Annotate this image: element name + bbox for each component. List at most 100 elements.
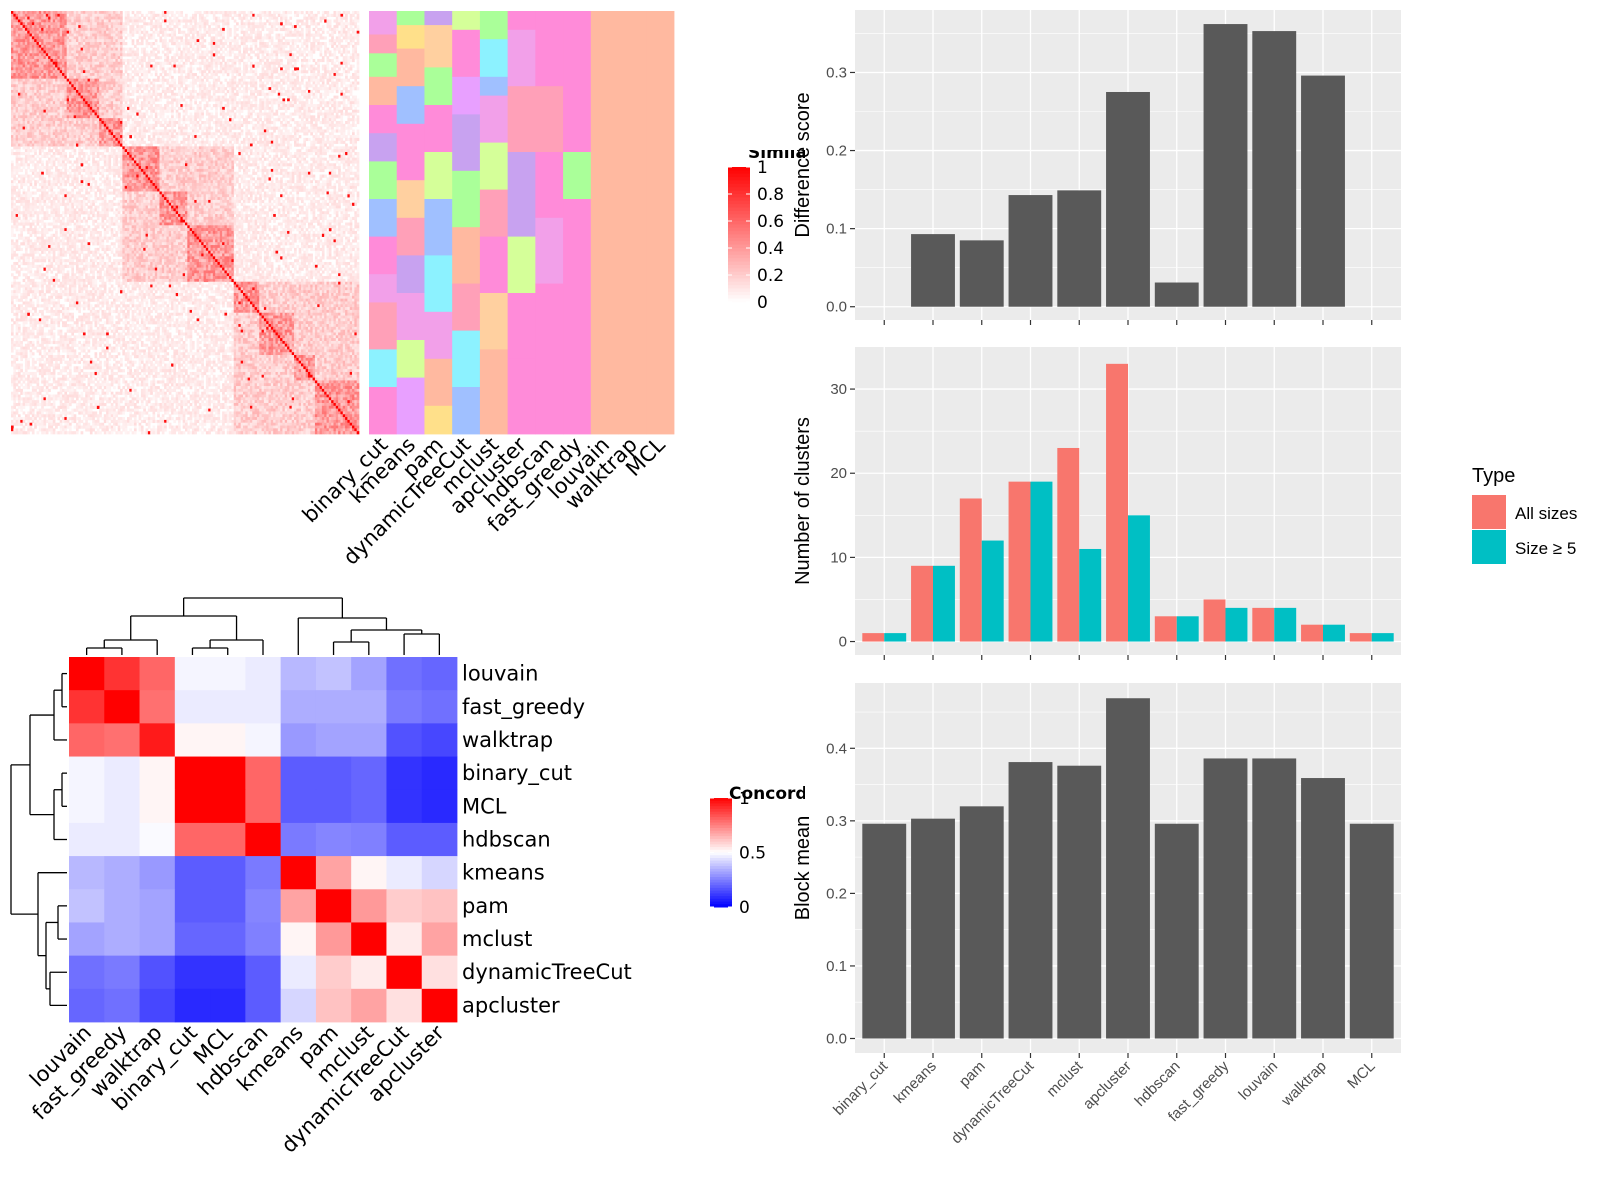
concordance-row-label: dynamicTreeCut bbox=[462, 960, 632, 984]
bar bbox=[1057, 190, 1102, 307]
bar bbox=[1301, 75, 1345, 307]
y-tick-label: 0.0 bbox=[826, 299, 847, 316]
bar bbox=[862, 823, 907, 1039]
x-tick-label: apcluster bbox=[1080, 1058, 1135, 1113]
x-tick-label: MCL bbox=[1344, 1058, 1378, 1092]
bar-size-ge5 bbox=[1323, 624, 1345, 642]
x-tick-label: kmeans bbox=[891, 1058, 940, 1107]
type-legend-key-all-sizes bbox=[1472, 495, 1506, 529]
bar-all-sizes bbox=[1203, 599, 1226, 642]
y-tick-label: 0.2 bbox=[826, 143, 847, 160]
concordance-heatmap: louvain fast_greedy walktrap binary_cut MCL h… bbox=[25, 657, 632, 1158]
y-tick-label: 0.1 bbox=[826, 958, 847, 975]
concordance-row-label: pam bbox=[462, 894, 509, 918]
concordance-dendrogram bbox=[10, 597, 441, 1007]
y-axis-title: Block mean bbox=[792, 816, 814, 921]
concordance-row-label: kmeans bbox=[462, 861, 545, 885]
x-tick-label: binary_cut bbox=[830, 1057, 892, 1119]
bar bbox=[1203, 24, 1248, 307]
y-axis-title: Number of clusters bbox=[792, 417, 814, 585]
concordance-row-label: walktrap bbox=[462, 728, 553, 752]
bar-all-sizes bbox=[1349, 633, 1372, 642]
bar-all-sizes bbox=[1154, 616, 1177, 642]
concordance-row-label: MCL bbox=[462, 794, 507, 818]
concordance-row-label: hdbscan bbox=[462, 828, 551, 852]
similarity-legend-tick: 0.6 bbox=[757, 212, 784, 232]
y-tick-label: 30 bbox=[830, 381, 847, 398]
bar bbox=[911, 818, 955, 1039]
bar bbox=[1301, 778, 1345, 1039]
similarity-legend: Similarity 0 0.2 0.4 0.6 0.8 1 bbox=[728, 143, 840, 313]
bar-all-sizes bbox=[1106, 363, 1128, 642]
bar-size-ge5 bbox=[1274, 607, 1297, 642]
bar-size-ge5 bbox=[884, 633, 907, 642]
bar-all-sizes bbox=[1008, 481, 1031, 642]
type-legend: Type All sizes Size ≥ 5 bbox=[1472, 465, 1577, 564]
bar bbox=[1154, 282, 1199, 307]
bar-all-sizes bbox=[1301, 624, 1323, 642]
bar bbox=[911, 234, 955, 307]
bar bbox=[1252, 758, 1297, 1039]
bar bbox=[1349, 823, 1394, 1039]
y-tick-label: 0 bbox=[839, 634, 847, 651]
bar bbox=[1008, 195, 1053, 307]
similarity-legend-tick: 0.8 bbox=[757, 185, 784, 205]
type-legend-label-all-sizes: All sizes bbox=[1515, 504, 1577, 523]
similarity-legend-tick: 0.2 bbox=[757, 266, 784, 286]
concordance-legend-tick: 0.5 bbox=[739, 844, 766, 864]
concordance-legend-tick: 0 bbox=[739, 898, 750, 918]
type-legend-label-size-ge5: Size ≥ 5 bbox=[1515, 539, 1576, 558]
x-tick-label: walktrap bbox=[1278, 1058, 1330, 1110]
y-tick-label: 20 bbox=[830, 465, 847, 482]
cluster-assignment-labels: binary_cutkmeanspamdynamicTreeCutmclusta… bbox=[298, 432, 670, 569]
bar-size-ge5 bbox=[1030, 481, 1053, 642]
y-tick-label: 0.1 bbox=[826, 221, 847, 238]
difference-score-chart: 0.0 0.1 0.2 0.3 Difference score bbox=[792, 10, 1401, 325]
bar bbox=[1106, 91, 1150, 307]
block-mean-chart: 0.0 0.1 0.2 0.3 0.4 Block mean binary_cut kmean… bbox=[792, 683, 1401, 1147]
similarity-legend-title: Similarity bbox=[748, 143, 840, 163]
concordance-row-label: fast_greedy bbox=[462, 695, 585, 720]
concordance-row-label: apcluster bbox=[462, 993, 560, 1017]
similarity-legend-tick: 1 bbox=[757, 158, 768, 178]
x-tick-label: pam bbox=[956, 1058, 989, 1091]
concordance-legend: Concordance 0 0.5 1 bbox=[710, 784, 853, 918]
bar-all-sizes bbox=[1057, 447, 1080, 642]
y-tick-label: 10 bbox=[830, 549, 847, 566]
bar bbox=[1106, 698, 1150, 1039]
bar bbox=[1008, 762, 1053, 1039]
bar bbox=[959, 806, 1004, 1039]
bar-size-ge5 bbox=[1371, 633, 1394, 642]
bar bbox=[1252, 31, 1297, 307]
number-of-clusters-chart: 0 10 20 30 Number of clusters bbox=[792, 347, 1401, 660]
cluster-assignment-heatmap bbox=[369, 11, 675, 435]
bar-all-sizes bbox=[862, 633, 885, 642]
y-tick-label: 0.4 bbox=[826, 740, 847, 757]
bar-size-ge5 bbox=[1225, 607, 1248, 642]
concordance-legend-title: Concordance bbox=[729, 784, 853, 804]
bar-size-ge5 bbox=[981, 540, 1004, 642]
concordance-row-label: mclust bbox=[462, 927, 532, 951]
bar bbox=[1057, 765, 1102, 1039]
x-tick-label: mclust bbox=[1043, 1057, 1086, 1100]
concordance-row-label: louvain bbox=[462, 662, 538, 686]
x-tick-label: louvain bbox=[1235, 1058, 1281, 1104]
bar-size-ge5 bbox=[933, 565, 955, 642]
y-tick-label: 0.0 bbox=[826, 1031, 847, 1048]
bar bbox=[1203, 758, 1248, 1039]
y-tick-label: 0.2 bbox=[826, 885, 847, 902]
y-tick-label: 0.3 bbox=[826, 65, 847, 82]
concordance-row-label: binary_cut bbox=[462, 761, 572, 786]
y-tick-label: 0.3 bbox=[826, 813, 847, 830]
bar-all-sizes bbox=[959, 498, 982, 642]
type-legend-key-size-ge5 bbox=[1472, 530, 1506, 564]
similarity-heatmap bbox=[11, 11, 360, 435]
bar-all-sizes bbox=[911, 565, 933, 642]
bar bbox=[959, 240, 1004, 307]
bar-all-sizes bbox=[1252, 607, 1275, 642]
bar bbox=[1154, 823, 1199, 1039]
similarity-legend-tick: 0.4 bbox=[757, 239, 784, 259]
x-tick-label: dynamicTreeCut bbox=[948, 1057, 1038, 1147]
bar-size-ge5 bbox=[1079, 548, 1102, 642]
